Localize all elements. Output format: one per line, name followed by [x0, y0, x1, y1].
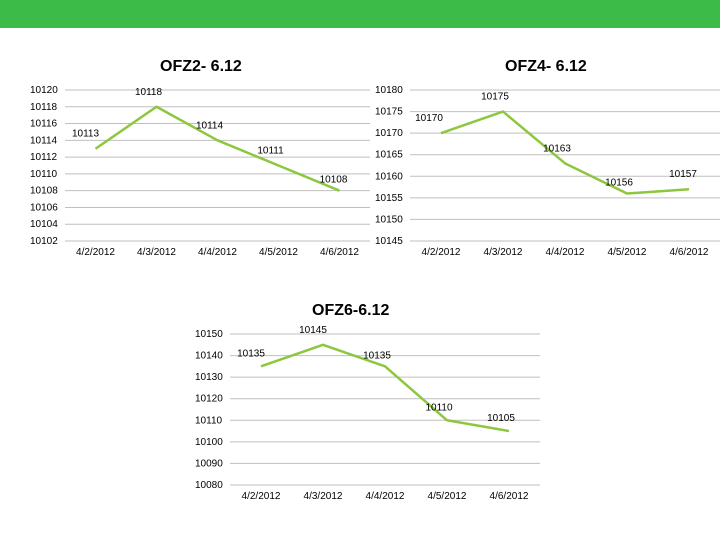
series-line [260, 343, 510, 433]
chart-title-ofz4: OFZ4- 6.12 [505, 58, 587, 75]
y-tick-label: 10175 [375, 107, 403, 118]
y-tick-label: 10114 [30, 135, 58, 146]
data-label: 10110 [425, 402, 453, 413]
data-label: 10175 [481, 92, 509, 103]
chart-title-ofz6: OFZ6-6.12 [312, 302, 390, 319]
x-tick-label: 4/2/2012 [76, 247, 115, 258]
y-tick-label: 10150 [195, 329, 223, 340]
x-tick-label: 4/5/2012 [428, 491, 467, 502]
y-tick-label: 10100 [195, 437, 223, 448]
y-tick-label: 10118 [30, 102, 58, 113]
y-tick-label: 10140 [195, 351, 223, 362]
y-tick-label: 10130 [195, 372, 223, 383]
top-accent-bar [0, 0, 720, 28]
x-tick-label: 4/6/2012 [320, 247, 359, 258]
y-tick-label: 10155 [375, 193, 403, 204]
x-tick-label: 4/5/2012 [608, 247, 647, 258]
data-label: 10114 [196, 120, 224, 131]
x-tick-label: 4/6/2012 [490, 491, 529, 502]
x-tick-label: 4/2/2012 [242, 491, 281, 502]
y-tick-label: 10116 [30, 119, 58, 130]
data-label: 10118 [135, 87, 163, 98]
y-tick-label: 10145 [375, 236, 403, 247]
data-label: 10108 [320, 175, 348, 186]
y-tick-label: 10180 [375, 85, 403, 96]
chart-title-ofz2: OFZ2- 6.12 [160, 58, 242, 75]
y-tick-label: 10080 [195, 480, 223, 491]
x-tick-label: 4/3/2012 [304, 491, 343, 502]
data-label: 10145 [299, 325, 327, 336]
data-label: 10135 [363, 350, 391, 361]
y-tick-label: 10106 [30, 202, 58, 213]
y-tick-label: 10170 [375, 128, 403, 139]
data-label: 10105 [487, 413, 515, 424]
data-label: 10163 [543, 143, 571, 154]
y-tick-label: 10150 [375, 214, 403, 225]
data-label: 10111 [257, 146, 284, 157]
y-tick-label: 10120 [195, 394, 223, 405]
y-tick-label: 10110 [195, 415, 223, 426]
data-label: 10113 [72, 129, 100, 140]
y-tick-label: 10120 [30, 85, 58, 96]
data-label: 10170 [415, 113, 443, 124]
y-tick-label: 10104 [30, 219, 58, 230]
y-tick-label: 10090 [195, 458, 223, 469]
x-tick-label: 4/4/2012 [366, 491, 405, 502]
x-tick-label: 4/2/2012 [422, 247, 461, 258]
x-tick-label: 4/4/2012 [198, 247, 237, 258]
data-label: 10157 [669, 169, 697, 180]
x-tick-label: 4/3/2012 [137, 247, 176, 258]
x-tick-label: 4/6/2012 [670, 247, 709, 258]
x-tick-label: 4/5/2012 [259, 247, 298, 258]
y-tick-label: 10108 [30, 186, 58, 197]
y-tick-label: 10110 [30, 169, 58, 180]
y-tick-label: 10112 [30, 152, 58, 163]
x-tick-label: 4/3/2012 [484, 247, 523, 258]
data-label: 10156 [605, 178, 633, 189]
y-tick-label: 10102 [30, 236, 58, 247]
x-tick-label: 4/4/2012 [546, 247, 585, 258]
series-line [440, 110, 690, 195]
series-line [94, 105, 340, 192]
y-tick-label: 10165 [375, 150, 403, 161]
y-tick-label: 10160 [375, 171, 403, 182]
data-label: 10135 [237, 348, 265, 359]
